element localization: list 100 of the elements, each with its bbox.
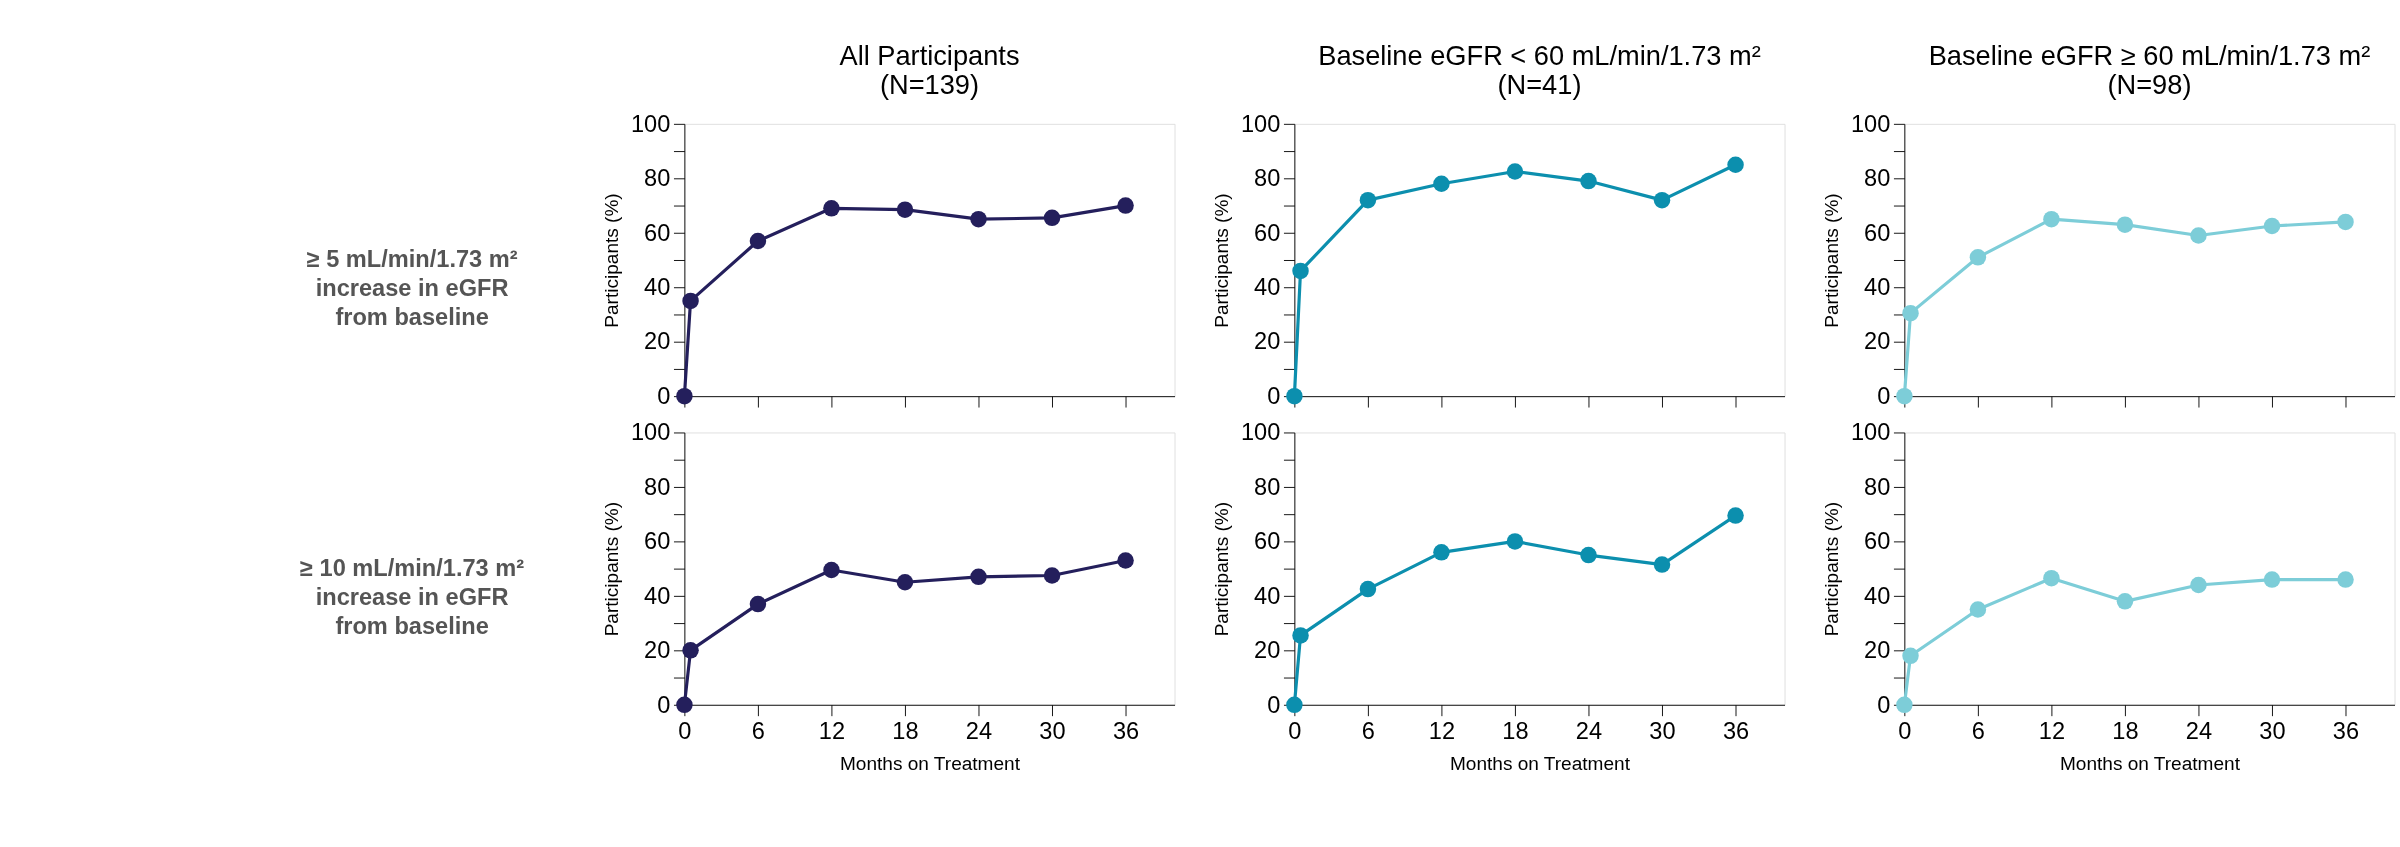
- y-tick-label: 20: [1254, 328, 1281, 355]
- point: [1727, 156, 1744, 173]
- y-tick-label: 0: [1877, 691, 1891, 718]
- y-tick-label: 0: [1267, 382, 1281, 409]
- point: [970, 210, 987, 228]
- x-tick-label: 12: [2038, 717, 2066, 744]
- y-tick-label: 100: [1850, 419, 1891, 446]
- chart-title: Baseline eGFR < 60 mL/min/1.73 m²: [1318, 39, 1761, 71]
- point: [2337, 571, 2354, 588]
- point: [749, 595, 767, 613]
- y-tick-label: 60: [1864, 219, 1891, 246]
- point: [1580, 546, 1597, 564]
- point: [1902, 304, 1919, 322]
- y-tick-label: 100: [630, 419, 671, 446]
- point: [1506, 533, 1524, 550]
- point: [1433, 175, 1450, 193]
- point: [2263, 571, 2281, 588]
- x-tick-label: 0: [1898, 717, 1912, 744]
- y-tick-label: 20: [644, 328, 671, 355]
- point: [1433, 544, 1450, 561]
- y-tick-label: 20: [1254, 637, 1281, 664]
- y-tick-label: 40: [1254, 273, 1281, 300]
- y-tick-label: 0: [1267, 691, 1281, 718]
- y-tick-label: 40: [644, 273, 671, 300]
- x-tick-label: 36: [2332, 717, 2360, 744]
- point: [1359, 191, 1377, 209]
- x-tick-label: 24: [1575, 717, 1603, 744]
- point: [1969, 249, 1987, 266]
- point: [1043, 567, 1061, 584]
- x-tick-label: 6: [1971, 717, 1985, 744]
- point: [1292, 627, 1309, 644]
- x-tick-label: 24: [965, 717, 993, 744]
- y-tick-label: 100: [1240, 110, 1281, 137]
- point: [1969, 601, 1987, 618]
- x-tick-label: 12: [1428, 717, 1456, 744]
- x-axis-title: Months on Treatment: [839, 752, 1021, 774]
- point: [2190, 227, 2207, 244]
- chart-title: Baseline eGFR ≥ 60 mL/min/1.73 m²: [1928, 39, 2371, 71]
- y-axis-title: Participants (%): [1821, 193, 1843, 328]
- point: [2043, 210, 2060, 228]
- point: [896, 201, 914, 218]
- x-tick-label: 18: [1502, 717, 1529, 744]
- chart-subtitle: (N=41): [1497, 68, 1582, 100]
- point: [1117, 197, 1134, 214]
- x-tick-label: 18: [892, 717, 919, 744]
- y-tick-label: 0: [657, 691, 671, 718]
- x-tick-label: 30: [2259, 717, 2286, 744]
- x-tick-label: 30: [1649, 717, 1676, 744]
- point: [682, 642, 699, 659]
- x-tick-label: 0: [678, 717, 692, 744]
- y-tick-label: 80: [644, 165, 671, 192]
- y-tick-label: 40: [1864, 273, 1891, 300]
- y-tick-label: 80: [1254, 473, 1281, 500]
- y-tick-label: 80: [1864, 473, 1891, 500]
- y-tick-label: 60: [1254, 219, 1281, 246]
- x-tick-label: 6: [751, 717, 765, 744]
- y-tick-label: 20: [1864, 637, 1891, 664]
- text: ≥ 5 mL/min/1.73 m² increase in eGFR from baseline: [306, 246, 518, 331]
- point: [1043, 209, 1061, 227]
- x-axis-title: Months on Treatment: [1449, 752, 1631, 774]
- point: [2263, 217, 2281, 235]
- x-tick-label: 36: [1112, 717, 1140, 744]
- y-tick-label: 60: [1864, 528, 1891, 555]
- point: [970, 568, 987, 586]
- point: [2337, 213, 2354, 231]
- point: [823, 561, 840, 579]
- y-tick-label: 100: [1850, 110, 1891, 137]
- x-tick-label: 36: [1722, 717, 1750, 744]
- y-axis-title: Participants (%): [601, 193, 623, 328]
- point: [2190, 576, 2207, 594]
- point: [2116, 593, 2134, 610]
- point: [2116, 216, 2134, 233]
- x-tick-label: 18: [2112, 717, 2139, 744]
- x-tick-label: 12: [818, 717, 846, 744]
- x-tick-label: 6: [1361, 717, 1375, 744]
- y-axis-title: Participants (%): [1211, 193, 1233, 328]
- x-tick-label: 0: [1288, 717, 1302, 744]
- text: ≥ 10 mL/min/1.73 m² increase in eGFR from baseline: [300, 554, 525, 640]
- y-tick-label: 80: [1254, 165, 1281, 192]
- y-tick-label: 80: [644, 473, 671, 500]
- x-tick-label: 24: [2185, 717, 2213, 744]
- point: [1292, 262, 1309, 280]
- point: [1902, 647, 1919, 665]
- chart-title: All Participants: [839, 39, 1020, 71]
- y-tick-label: 40: [644, 582, 671, 609]
- point: [1580, 172, 1597, 190]
- point: [1506, 163, 1524, 180]
- point: [1117, 552, 1134, 569]
- y-axis-title: Participants (%): [1211, 501, 1233, 637]
- y-tick-label: 20: [1864, 328, 1891, 355]
- x-axis-title: Months on Treatment: [2059, 752, 2241, 774]
- point: [896, 574, 914, 591]
- y-tick-label: 100: [1240, 419, 1281, 446]
- y-tick-label: 80: [1864, 165, 1891, 192]
- point: [1727, 507, 1744, 524]
- y-tick-label: 100: [630, 110, 671, 137]
- y-tick-label: 0: [1877, 382, 1891, 409]
- y-axis-title: Participants (%): [601, 501, 623, 637]
- point: [1653, 191, 1671, 209]
- point: [1359, 580, 1377, 598]
